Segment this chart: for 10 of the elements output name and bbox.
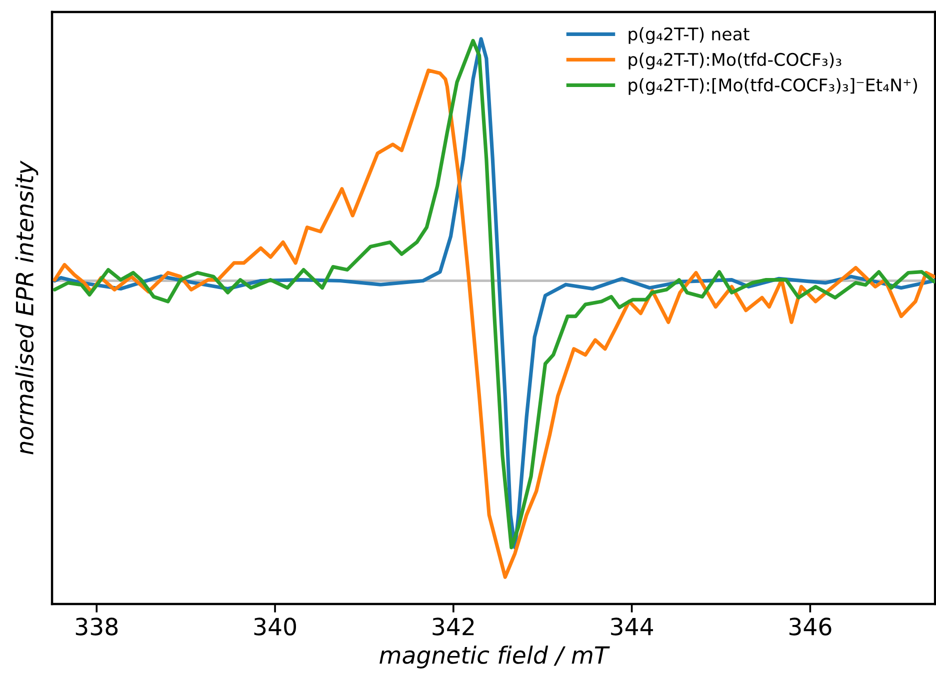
- x-tick-label: 338: [76, 618, 118, 636]
- x-tick-label: 346: [789, 618, 832, 636]
- y-axis-title: normalised EPR intensity: [15, 160, 38, 454]
- legend-label: p(g₄2T-T) neat: [628, 27, 750, 44]
- legend-label: p(g₄2T-T):[Mo(tfd-COCF₃)₃]⁻Et₄N⁺): [628, 78, 917, 95]
- legend-label: p(g₄2T-T):Mo(tfd-COCF₃)₃: [628, 52, 842, 70]
- x-tick-label: 342: [432, 618, 474, 636]
- x-tick-label: 344: [611, 618, 654, 636]
- x-tick-label: 340: [254, 618, 296, 636]
- x-axis-title: magnetic field / mT: [380, 646, 610, 668]
